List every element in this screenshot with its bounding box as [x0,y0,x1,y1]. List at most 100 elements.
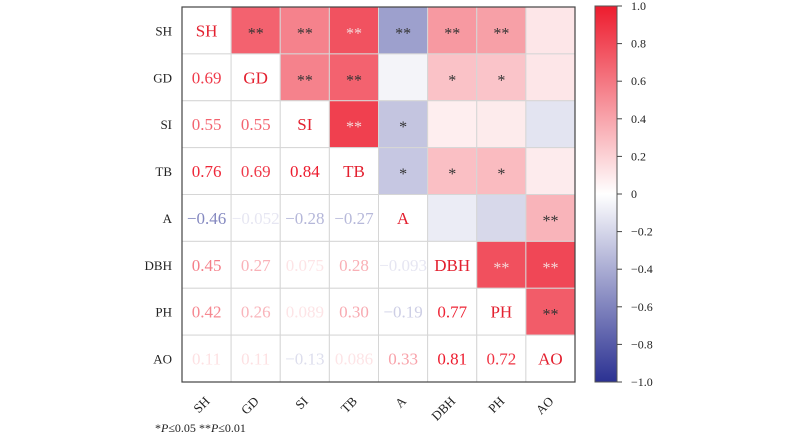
correlation-value-label: 0.55 [241,115,271,134]
value-cell [427,334,478,383]
diagonal-label: A [397,209,410,228]
significance-stars: ** [542,213,558,230]
x-tick-label: TB [338,393,361,416]
correlation-color-cell [525,194,576,242]
correlation-color-cell [525,287,576,336]
colorbar-tick-label: −0.8 [631,337,653,351]
correlation-value-label: −0.19 [383,303,422,322]
value-cell [279,287,330,336]
significance-stars: ** [297,25,313,42]
footnote-p2: P [210,421,219,435]
diagonal-cell [279,100,330,149]
correlation-value-label: −0.27 [334,209,374,228]
correlation-value-label: 0.26 [241,303,271,322]
y-tick-label: DBH [145,258,172,273]
value-cell [230,194,281,242]
correlation-color-cell [525,53,576,102]
significance-stars: ** [346,119,362,136]
correlation-color-cell [525,6,576,55]
x-tick-label: DBH [428,394,458,424]
significance-stars: ** [248,25,264,42]
significance-stars: * [399,166,407,183]
value-cell [181,100,232,149]
footnote-threshold2: ≤0.01 [218,421,246,435]
correlation-value-label: 0.075 [286,256,324,275]
value-cell [230,334,281,383]
plot-frame [181,6,576,383]
correlation-value-label: −0.28 [285,209,324,228]
correlation-color-cell [427,100,478,149]
diagonal-label: SH [196,21,218,40]
x-tick-label: PH [485,394,507,416]
correlation-value-label: 0.72 [486,350,516,369]
colorbar-tick-label: −0.6 [631,300,653,314]
correlation-value-label: 0.30 [339,303,369,322]
significance-stars: * [448,166,456,183]
footnote-threshold1: ≤0.05 [168,421,199,435]
x-tick-label: A [392,393,410,411]
correlation-value-label: 0.45 [192,256,222,275]
x-tick-label: SI [292,394,311,413]
y-tick-label: GD [153,70,172,85]
correlation-value-label: 0.33 [388,350,418,369]
significance-stars: ** [542,260,558,277]
correlation-color-cell [230,6,281,55]
correlation-color-cell [476,100,527,149]
correlation-value-label: −0.093 [379,256,427,275]
correlation-value-label: 0.69 [241,162,271,181]
diagonal-label: DBH [434,256,470,275]
correlation-color-cell [279,53,330,102]
diagonal-cell [328,147,379,195]
value-cell [328,194,379,242]
colorbar-tick-label: −0.4 [631,262,653,276]
value-cell [279,194,330,242]
correlation-color-cell [427,194,478,242]
heatmap-cells: SH ** ** ** ** ** **0.69 GD ** ** * *0.55 0.55 SI ** *0… [181,6,576,383]
diagonal-cell [525,334,576,383]
y-tick-label: PH [155,305,172,320]
correlation-value-label: 0.55 [192,115,222,134]
correlation-value-label: 0.69 [192,68,222,87]
significance-stars: ** [395,25,411,42]
significance-stars: ** [493,25,509,42]
colorbar-gradient [594,5,618,383]
x-tick-label: AO [533,394,557,418]
diagonal-label: SI [297,115,312,134]
colorbar: 1.0 0.8 0.6 0.4 0.2 0 −0.2 −0.4 −0.6 −0.8 −1.0 [594,0,653,389]
value-cell [181,287,232,336]
significance-stars: ** [297,72,313,89]
y-tick-label: A [163,211,173,226]
diagonal-label: TB [343,162,365,181]
colorbar-tick-label: −0.2 [631,225,653,239]
colorbar-tick-label: 0.4 [631,112,646,126]
significance-stars: * [399,119,407,136]
footnote-star1: * [155,421,161,435]
significance-footnote: *P≤0.05 **P≤0.01 [155,421,246,436]
colorbar-tick-label: 0.6 [631,74,646,88]
correlation-color-cell [476,194,527,242]
correlation-value-label: 0.11 [192,350,221,369]
correlation-color-cell [525,240,576,289]
correlation-color-cell [427,6,478,55]
value-cell [181,147,232,195]
colorbar-tick-label: −1.0 [631,375,653,389]
x-tick-label: SH [190,394,212,416]
correlation-value-label: 0.84 [290,162,320,181]
significance-stars: ** [493,260,509,277]
footnote-p1: P [161,421,169,435]
diagonal-label: GD [243,68,268,87]
diagonal-label: PH [490,303,512,322]
x-tick-label: GD [238,394,262,418]
correlation-value-label: −0.052 [232,209,280,228]
significance-stars: ** [444,25,460,42]
value-cell [230,147,281,195]
correlation-value-label: 0.81 [437,350,467,369]
correlation-value-label: 0.28 [339,256,369,275]
value-cell [328,287,379,336]
correlation-color-cell [427,53,478,102]
diagonal-label: AO [538,350,563,369]
value-cell [181,334,232,383]
colorbar-tick-label: 0.8 [631,37,646,51]
correlation-color-cell [378,53,429,102]
